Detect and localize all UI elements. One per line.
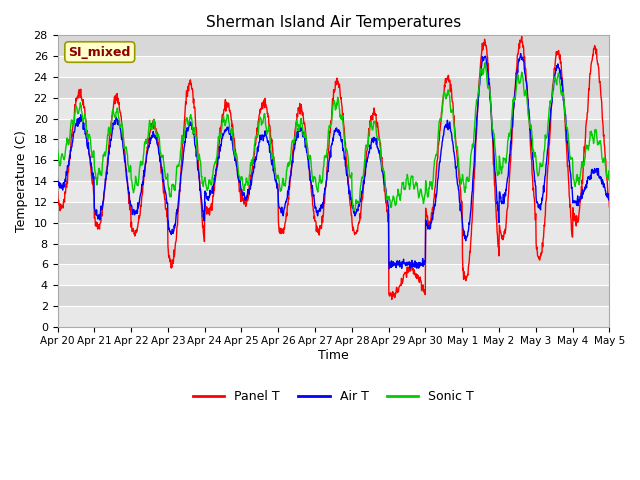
Bar xyxy=(58,264,609,285)
Bar xyxy=(58,77,609,98)
Bar xyxy=(58,98,609,119)
Air T xyxy=(309,192,317,198)
Sonic T xyxy=(54,146,61,152)
Panel T xyxy=(368,117,376,122)
Air T xyxy=(385,266,393,272)
Title: Sherman Island Air Temperatures: Sherman Island Air Temperatures xyxy=(206,15,461,30)
Panel T xyxy=(54,189,61,194)
Air T xyxy=(605,196,613,202)
Panel T xyxy=(388,297,396,302)
Air T xyxy=(300,129,307,135)
Bar xyxy=(58,119,609,139)
Air T xyxy=(288,164,296,169)
Y-axis label: Temperature (C): Temperature (C) xyxy=(15,130,28,232)
Sonic T xyxy=(481,60,489,65)
Sonic T xyxy=(309,178,317,184)
Sonic T xyxy=(97,172,104,178)
Sonic T xyxy=(119,127,127,133)
Panel T xyxy=(300,112,307,118)
X-axis label: Time: Time xyxy=(318,349,349,362)
Air T xyxy=(97,212,104,218)
Bar xyxy=(58,243,609,264)
Bar xyxy=(58,306,609,327)
Bar xyxy=(58,223,609,243)
Bar xyxy=(58,160,609,181)
Bar xyxy=(58,285,609,306)
Legend: Panel T, Air T, Sonic T: Panel T, Air T, Sonic T xyxy=(188,385,479,408)
Panel T xyxy=(518,34,525,39)
Bar xyxy=(58,36,609,56)
Panel T xyxy=(288,164,296,169)
Panel T xyxy=(97,220,104,226)
Bar xyxy=(58,181,609,202)
Line: Panel T: Panel T xyxy=(58,36,609,300)
Air T xyxy=(517,51,525,57)
Panel T xyxy=(119,128,127,133)
Sonic T xyxy=(368,124,376,130)
Line: Air T: Air T xyxy=(58,54,609,269)
Line: Sonic T: Sonic T xyxy=(58,62,609,211)
Bar xyxy=(58,202,609,223)
Panel T xyxy=(309,203,317,209)
Air T xyxy=(54,177,61,182)
Sonic T xyxy=(288,141,296,146)
Sonic T xyxy=(351,208,358,214)
Text: SI_mixed: SI_mixed xyxy=(68,46,131,59)
Sonic T xyxy=(300,132,307,137)
Air T xyxy=(368,138,376,144)
Air T xyxy=(119,140,127,145)
Panel T xyxy=(605,204,613,210)
Bar xyxy=(58,139,609,160)
Bar xyxy=(58,56,609,77)
Sonic T xyxy=(605,171,613,177)
